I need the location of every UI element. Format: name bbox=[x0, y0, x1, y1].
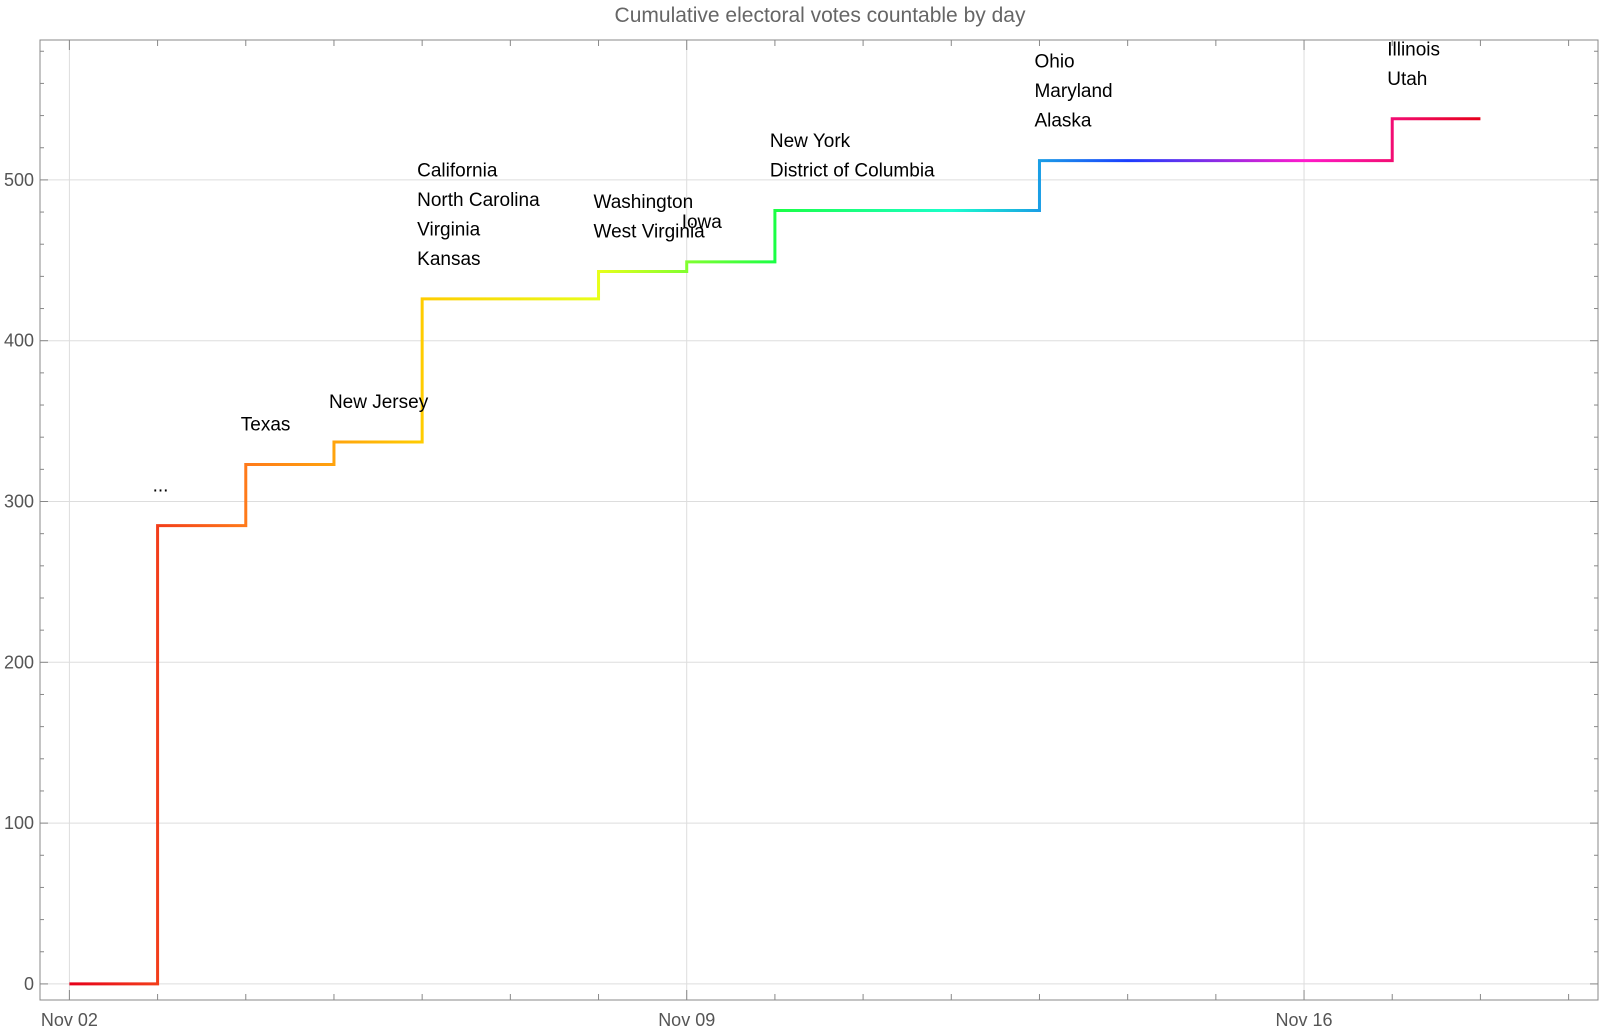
annotation-state-label: Virginia bbox=[417, 219, 480, 240]
y-tick-label: 0 bbox=[24, 974, 34, 994]
annotation-state-label: Washington bbox=[594, 192, 694, 213]
annotation-state-label: New York bbox=[770, 131, 851, 152]
annotation-texas: Texas bbox=[241, 415, 291, 436]
annotation-state-label: ... bbox=[153, 476, 169, 497]
annotation-washington: Washington West Virginia bbox=[594, 192, 706, 243]
axis-ticks bbox=[40, 40, 1598, 1000]
annotation-new-york: New York District of Columbia bbox=[770, 131, 935, 182]
annotation-california: California North Carolina Virginia Kansas bbox=[417, 160, 540, 270]
annotation-state-label: North Carolina bbox=[417, 190, 540, 211]
annotation-state-label: Texas bbox=[241, 415, 291, 436]
plot-frame bbox=[39, 39, 1599, 1001]
annotation-state-label: West Virginia bbox=[594, 222, 706, 243]
annotation-state-label: District of Columbia bbox=[770, 160, 935, 181]
annotation-state-label: New Jersey bbox=[329, 392, 429, 413]
annotation-illinois: Illinois Utah bbox=[1387, 39, 1440, 90]
y-tick-label: 500 bbox=[4, 170, 34, 190]
y-tick-label: 400 bbox=[4, 331, 34, 351]
annotation-state-label: California bbox=[417, 160, 498, 181]
x-tick-label: Nov 02 bbox=[41, 1010, 98, 1030]
x-tick-label: Nov 09 bbox=[658, 1010, 715, 1030]
annotation-state-label: Kansas bbox=[417, 249, 480, 270]
state-annotations: ... Texas New Jersey California North Caroli… bbox=[153, 39, 1440, 496]
annotation-state-label: Illinois bbox=[1387, 39, 1440, 60]
axis-labels: 0 100 200 300 400 500 Nov 02 Nov 09 Nov 16 bbox=[4, 170, 1333, 1030]
y-tick-label: 300 bbox=[4, 492, 34, 512]
annotation-state-label: Ohio bbox=[1034, 52, 1074, 73]
chart-title: Cumulative electoral votes countable by … bbox=[615, 4, 1026, 27]
x-tick-label: Nov 16 bbox=[1276, 1010, 1333, 1030]
series-line-cumulative-votes bbox=[69, 117, 1481, 986]
annotation-ohio: Ohio Maryland Alaska bbox=[1034, 52, 1112, 132]
annotation-ellipsis: ... bbox=[153, 476, 169, 497]
annotation-state-label: Utah bbox=[1387, 69, 1427, 90]
annotation-new-jersey: New Jersey bbox=[329, 392, 429, 413]
y-tick-label: 100 bbox=[4, 813, 34, 833]
annotation-state-label: Iowa bbox=[682, 212, 723, 233]
grid-lines bbox=[40, 40, 1598, 1000]
y-tick-label: 200 bbox=[4, 652, 34, 672]
annotation-state-label: Maryland bbox=[1034, 81, 1112, 102]
annotation-iowa: Iowa bbox=[682, 212, 723, 233]
annotation-state-label: Alaska bbox=[1034, 111, 1091, 132]
